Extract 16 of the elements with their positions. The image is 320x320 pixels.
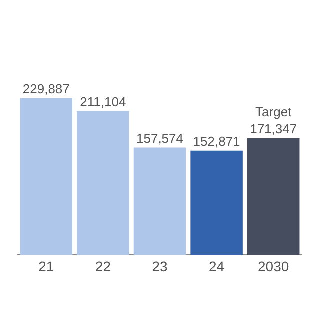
data-label: 157,574	[136, 130, 184, 146]
x-tick-label: 24	[209, 258, 225, 274]
bar	[77, 111, 130, 256]
x-tick-label: 21	[38, 258, 54, 274]
bar	[20, 98, 73, 256]
x-tick-label: 23	[152, 258, 168, 274]
x-tick-label: 2030	[258, 258, 290, 274]
bar	[134, 148, 186, 256]
data-label: 152,871	[193, 134, 240, 150]
data-label: 171,347	[250, 121, 298, 136]
data-label: 211,104	[80, 94, 126, 110]
bar	[247, 138, 300, 256]
data-label: 229,887	[22, 81, 70, 96]
x-tick-label: 22	[95, 258, 112, 274]
annotation: Target	[256, 104, 292, 120]
bar	[190, 150, 243, 256]
